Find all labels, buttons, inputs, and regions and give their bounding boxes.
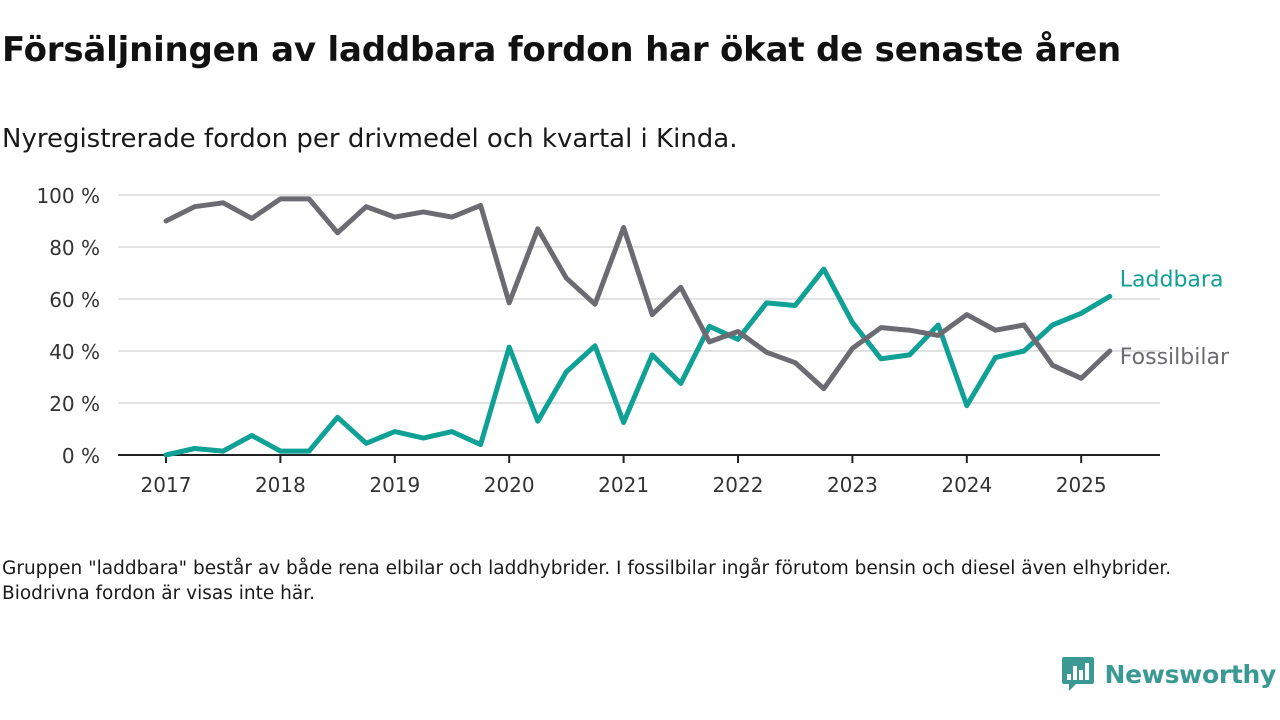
grid-lines [118, 195, 1160, 403]
series-line-fossilbilar [166, 199, 1110, 389]
x-tick-label: 2024 [941, 473, 992, 497]
x-axis: 2017 2018 2019 2020 2021 2022 2023 2024 2025 [118, 455, 1160, 497]
footnote: Gruppen "laddbara" består av både rena e… [2, 556, 1242, 606]
x-tick-label: 2019 [369, 473, 420, 497]
chart-title: Försäljningen av laddbara fordon har öka… [2, 30, 1121, 70]
line-chart: 0 % 20 % 40 % 60 % 80 % 100 % 2017 2018 2019 202… [0, 170, 1280, 510]
chart-subtitle: Nyregistrerade fordon per drivmedel och … [2, 124, 738, 154]
newsworthy-logo-icon [1061, 655, 1095, 693]
y-tick-label: 100 % [36, 184, 100, 208]
brand-logo: Newsworthy [1061, 655, 1277, 693]
y-tick-label: 60 % [49, 288, 100, 312]
x-tick-label: 2018 [255, 473, 306, 497]
x-tick-label: 2020 [484, 473, 535, 497]
series-label-fossilbilar: Fossilbilar [1120, 345, 1230, 370]
y-tick-label: 0 % [62, 444, 100, 468]
series-labels: Laddbara Fossilbilar [1120, 267, 1230, 370]
series-lines [166, 199, 1110, 455]
y-axis-ticks: 0 % 20 % 40 % 60 % 80 % 100 % [36, 184, 100, 468]
y-tick-label: 80 % [49, 236, 100, 260]
x-tick-label: 2022 [713, 473, 764, 497]
y-tick-label: 40 % [49, 340, 100, 364]
series-label-laddbara: Laddbara [1120, 267, 1224, 292]
y-tick-label: 20 % [49, 392, 100, 416]
x-tick-label: 2023 [827, 473, 878, 497]
x-tick-label: 2017 [141, 473, 192, 497]
x-tick-label: 2021 [598, 473, 649, 497]
series-line-laddbara [166, 269, 1110, 455]
x-tick-label: 2025 [1056, 473, 1107, 497]
brand-name: Newsworthy [1105, 660, 1277, 689]
